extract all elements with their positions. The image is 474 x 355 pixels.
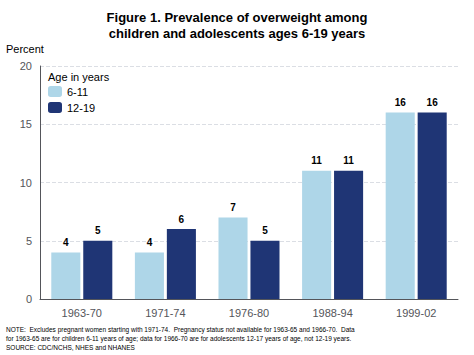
svg-text:20: 20 xyxy=(20,60,32,72)
svg-text:Figure 1. Prevalence of overwe: Figure 1. Prevalence of overweight among xyxy=(107,10,368,25)
svg-text:for 1963-65 are for children 6: for 1963-65 are for children 6-11 years … xyxy=(6,335,352,343)
svg-text:5: 5 xyxy=(262,225,268,236)
svg-text:16: 16 xyxy=(427,97,439,108)
svg-text:children and adolescents ages: children and adolescents ages 6-19 years xyxy=(109,26,366,41)
svg-text:SOURCE: CDC/NCHS, NHES and NHA: SOURCE: CDC/NCHS, NHES and NHANES xyxy=(6,344,136,351)
svg-text:6: 6 xyxy=(179,214,185,225)
svg-text:1999-02: 1999-02 xyxy=(396,307,436,319)
svg-text:7: 7 xyxy=(230,202,236,213)
svg-text:11: 11 xyxy=(343,155,354,166)
svg-text:1971-74: 1971-74 xyxy=(145,307,185,319)
svg-text:4: 4 xyxy=(63,237,69,248)
svg-text:6-11: 6-11 xyxy=(67,86,88,98)
svg-text:5: 5 xyxy=(95,225,101,236)
svg-text:11: 11 xyxy=(311,155,322,166)
svg-text:4: 4 xyxy=(147,237,153,248)
svg-text:1988-94: 1988-94 xyxy=(312,307,352,319)
svg-text:5: 5 xyxy=(26,235,32,247)
svg-text:16: 16 xyxy=(395,97,407,108)
svg-text:0: 0 xyxy=(26,293,32,305)
svg-text:Age in years: Age in years xyxy=(48,71,110,83)
svg-text:10: 10 xyxy=(20,177,32,189)
svg-text:12-19: 12-19 xyxy=(67,102,95,114)
svg-text:Percent: Percent xyxy=(6,43,44,55)
svg-text:1963-70: 1963-70 xyxy=(62,307,102,319)
svg-text:15: 15 xyxy=(20,118,32,130)
svg-text:NOTE: Excludes pregnant women: NOTE: Excludes pregnant women starting w… xyxy=(6,326,355,334)
svg-text:1976-80: 1976-80 xyxy=(229,307,269,319)
